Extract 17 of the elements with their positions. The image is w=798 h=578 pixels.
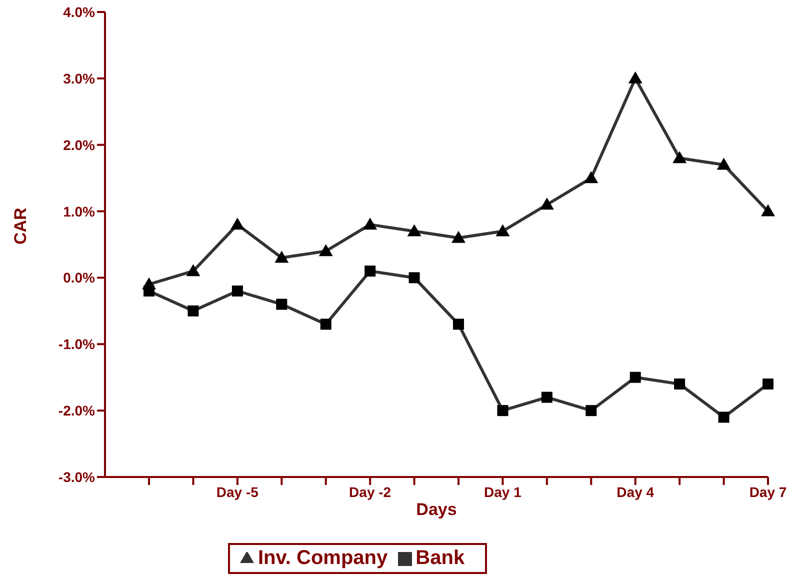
x-tick-label: Day -2 <box>349 484 392 500</box>
y-tick-label: 0.0% <box>63 270 96 286</box>
y-tick-label: -2.0% <box>58 402 96 419</box>
y-tick-label: 4.0% <box>63 4 96 20</box>
x-tick-label: Day 4 <box>616 484 654 500</box>
y-tick-label: 3.0% <box>63 70 96 86</box>
x-axis-title: Days <box>416 500 457 519</box>
legend-label: Inv. Company <box>258 547 388 569</box>
y-axis-title: CAR <box>11 208 30 244</box>
y-tick-label: -1.0% <box>58 336 96 352</box>
y-tick-label: 1.0% <box>63 203 96 220</box>
y-tick-label: -3.0% <box>58 468 96 485</box>
x-tick-label: Day -5 <box>216 484 259 500</box>
y-tick-label: 2.0% <box>63 136 96 153</box>
x-tick-label: Day 1 <box>484 484 522 500</box>
legend-label: Bank <box>416 547 465 569</box>
x-tick-label: Day 7 <box>749 484 787 500</box>
